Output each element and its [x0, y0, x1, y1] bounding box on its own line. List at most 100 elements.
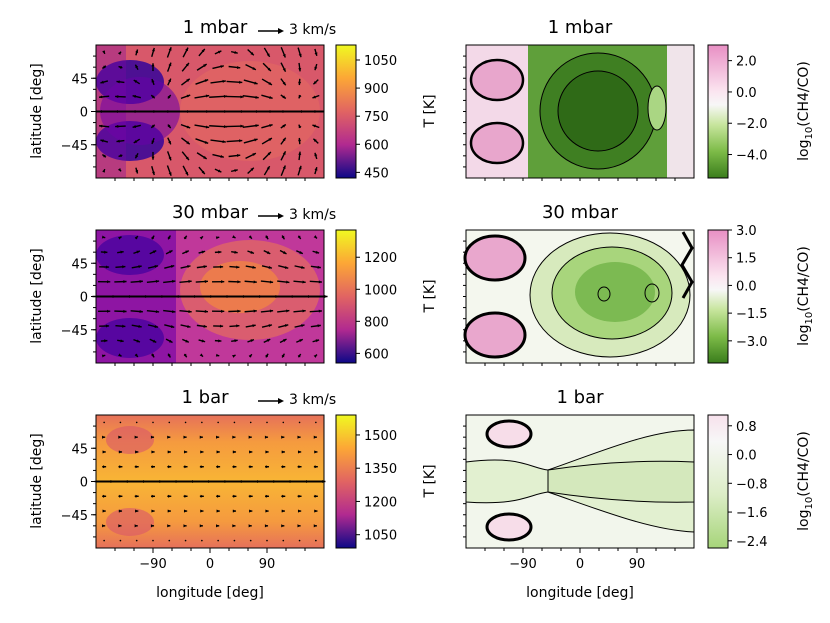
wind-vector-head	[133, 139, 138, 143]
wind-vector-head	[222, 140, 226, 144]
ch4co-30mbar-inner-contour-west	[597, 286, 611, 302]
colorbar-label: T [K]	[422, 464, 438, 498]
wind-vector-head	[250, 52, 254, 56]
wind-vector	[119, 539, 122, 542]
wind-vector-head	[185, 47, 189, 52]
wind-vector-head	[102, 494, 107, 498]
wind-vector-head	[265, 465, 269, 469]
x-tick-label: 0	[576, 557, 584, 572]
wind-vector-head	[282, 465, 286, 469]
wind-vector-head	[167, 354, 171, 358]
wind-vector-head	[134, 353, 138, 357]
wind-vector-head	[282, 165, 286, 169]
wind-vector-head	[199, 353, 203, 357]
wind-vector-head	[169, 339, 173, 343]
wind-vector-head	[298, 509, 302, 513]
wind-vector-head	[118, 66, 123, 69]
wind-vector-head	[203, 64, 207, 68]
wind-vector	[266, 539, 268, 542]
wind-vector-head	[250, 250, 254, 254]
wind-vector-head	[132, 94, 137, 98]
wind-vector-head	[184, 465, 188, 469]
wind-vector-head	[252, 324, 256, 328]
wind-vector	[282, 539, 285, 542]
wind-vector-head	[269, 280, 274, 284]
wind-vector-head	[249, 450, 253, 454]
wind-vector-head	[151, 465, 155, 469]
colorbar-label-rest: (CH4/CO)	[796, 246, 812, 312]
wind-vector-head	[269, 124, 273, 128]
wind-vector-head	[232, 235, 236, 239]
wind-vector-head	[232, 435, 236, 439]
colorbar-tick-label: −2.4	[736, 535, 768, 550]
axis-ticks	[463, 55, 676, 181]
wind-vector-head	[250, 167, 254, 171]
wind-vector-head	[234, 50, 238, 54]
wind-vector-head	[168, 494, 172, 498]
wind-vector-head	[100, 80, 104, 84]
wind-vector	[298, 539, 301, 542]
wind-vector-head	[102, 65, 106, 69]
colorbar-label-rest: (CH4/CO)	[796, 431, 812, 497]
wind-vector-head	[151, 450, 155, 454]
wind-vector	[233, 421, 236, 424]
wind-vector-head	[313, 80, 317, 85]
wind-vector-head	[314, 52, 318, 56]
colorbar-gradient	[707, 229, 729, 364]
wind-vector	[282, 421, 285, 424]
wind-vector	[184, 539, 187, 542]
vector-scale-arrowhead	[278, 398, 284, 404]
wind-vector-head	[186, 94, 191, 98]
wind-vector-head	[104, 339, 108, 343]
wind-vector-head	[286, 280, 290, 284]
wind-vector-head	[232, 450, 237, 454]
colorbar-ticks: 1200 1000 800 600	[356, 251, 397, 362]
colorbar-tick-label: 1000	[364, 283, 397, 298]
wind-vector-head	[118, 509, 123, 513]
wind-vector-head	[167, 509, 171, 513]
wind-vector-head	[222, 79, 226, 83]
wind-vector-head	[172, 279, 176, 283]
wind-vector-head	[298, 53, 302, 58]
wind-vector-head	[297, 353, 301, 358]
wind-vector-head	[205, 94, 210, 98]
colorbar-label-subscript: 10	[804, 127, 815, 140]
panel-temp-1mbar: 450−45 1 mbar 3 km/s latitude [deg] 1050…	[29, 17, 438, 181]
wind-vector-head	[232, 509, 237, 513]
ch4co-1bar-pink-blob-south	[485, 512, 533, 542]
wind-vector-head	[132, 125, 137, 129]
colorbar-label: T [K]	[422, 279, 438, 313]
wind-vector-head	[186, 141, 190, 145]
wind-vector-head	[204, 280, 208, 284]
wind-vector-head	[107, 309, 111, 313]
temp-30mbar-cold-spot-north	[96, 235, 164, 275]
colorbar-tick-label: −1.6	[736, 506, 768, 521]
colorbar-tick-label: 0.0	[736, 86, 757, 101]
wind-vector-head	[317, 265, 321, 269]
wind-vector-head	[315, 250, 320, 254]
wind-vector-head	[154, 265, 158, 268]
wind-vector-head	[117, 51, 122, 56]
wind-vector-head	[118, 524, 122, 528]
wind-vector-head	[282, 54, 286, 58]
wind-vector-head	[105, 265, 110, 269]
wind-vector-head	[236, 265, 240, 269]
y-tick-label: −45	[61, 324, 88, 339]
wind-vector-head	[281, 450, 285, 454]
wind-vector-head	[200, 509, 204, 513]
wind-vector-head	[302, 309, 306, 313]
axis-ticks: 45 0 −45	[61, 55, 306, 181]
wind-vector-head	[284, 324, 289, 328]
wind-vector-head	[168, 172, 172, 176]
wind-vector-head	[135, 509, 139, 513]
wind-vector-head	[122, 265, 126, 269]
panel-temp-1bar: 45 0 −45 −90 0 90 1 bar 3 km/s latitude [deg]…	[29, 387, 438, 601]
wind-vector-head	[314, 509, 318, 513]
temp-30mbar-cold-spot-south	[96, 318, 164, 358]
wind-vector-head	[185, 62, 189, 67]
wind-vector	[266, 421, 268, 424]
wind-vector-head	[107, 280, 111, 284]
wind-vector-head	[135, 465, 139, 469]
wind-vector-head	[233, 494, 237, 498]
wind-vector-head	[313, 138, 317, 143]
